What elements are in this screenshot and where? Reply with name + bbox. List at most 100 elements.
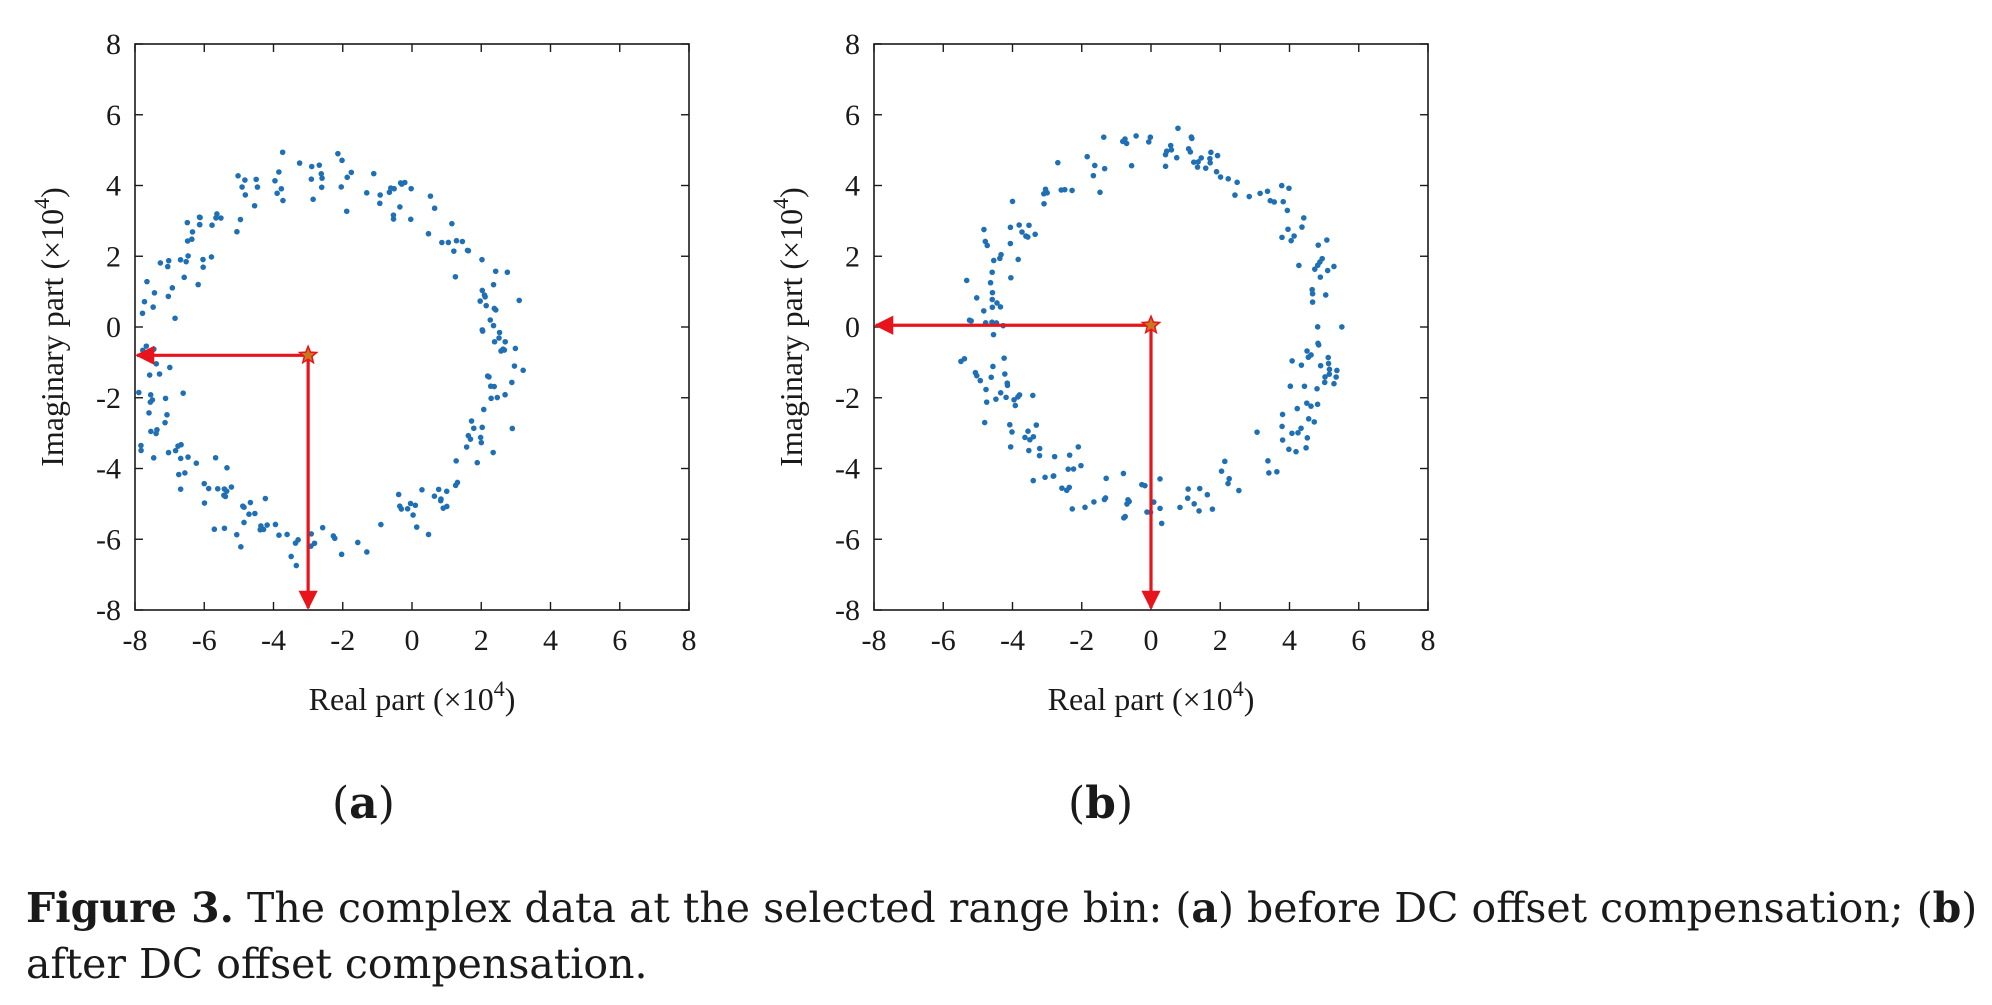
scatter-point-a [516, 297, 523, 304]
scatter-point-b [1026, 222, 1032, 229]
scatter-point-b [989, 269, 995, 276]
scatter-point-a [209, 222, 215, 229]
scatter-point-b [1324, 267, 1331, 274]
scatter-point-a [470, 425, 477, 432]
scatter-point-b [1218, 468, 1225, 474]
scatter-point-b [1196, 508, 1202, 514]
scatter-point-a [483, 302, 489, 309]
scatter-point-b [1133, 133, 1139, 139]
scatter-point-b [1125, 496, 1131, 503]
xlabel-b: Real part (×104) [1048, 676, 1255, 717]
scatter-point-a [509, 379, 515, 386]
ytick-label-a-4: 0 [106, 311, 121, 344]
scatter-point-b [1314, 401, 1321, 408]
scatter-point-b [1016, 222, 1022, 228]
chart-b: -8-8 -6 -6 -4 -4 -2 -2 0 0 2 2 4 4 6 6 8 8 Real part (×10… [768, 28, 1436, 717]
scatter-point-a [335, 150, 341, 157]
scatter-point-b [1304, 348, 1310, 354]
scatter-point-b [1279, 437, 1286, 443]
scatter-point-a [492, 268, 499, 275]
scatter-point-b [989, 319, 995, 326]
xtick-label-b-6: 4 [1282, 624, 1297, 657]
scatter-point-b [1025, 428, 1031, 435]
scatter-point-b [1317, 362, 1324, 369]
xtick-label-b-4: 0 [1144, 624, 1159, 657]
scatter-point-a [234, 228, 240, 235]
scatter-point-b [1325, 360, 1332, 367]
scatter-point-b [1011, 396, 1017, 403]
scatter-point-b [1213, 168, 1220, 175]
scatter-point-a [175, 471, 182, 478]
scatter-point-a [474, 459, 481, 466]
scatter-point-b [1246, 193, 1253, 200]
scatter-point-b [1304, 435, 1311, 441]
scatter-point-b [1030, 392, 1036, 399]
scatter-point-a [153, 361, 160, 367]
scatter-point-b [1319, 255, 1325, 262]
xtick-label-a-2: -4 [261, 624, 286, 657]
scatter-point-b [1009, 429, 1015, 435]
scatter-point-a [182, 470, 188, 476]
scatter-point-a [425, 230, 432, 237]
scatter-point-b [1284, 207, 1291, 214]
scatter-point-b [1326, 371, 1333, 377]
xtick-label-a-8: 8 [682, 624, 697, 657]
scatter-point-b [1120, 470, 1127, 477]
scatter-point-b [1055, 159, 1061, 166]
xtick-label-b-0: -8 [862, 624, 887, 657]
scatter-point-a [479, 327, 486, 333]
scatter-point-b [1163, 148, 1170, 154]
scatter-point-a [502, 391, 508, 398]
scatter-point-b [982, 238, 989, 245]
caption-a: a [1191, 884, 1218, 932]
scatter-point-b [963, 277, 970, 284]
scatter-point-a [224, 465, 230, 471]
scatter-point-a [370, 170, 377, 177]
scatter-point-b [1015, 256, 1021, 263]
scatter-point-b [1184, 495, 1191, 502]
scatter-point-a [162, 395, 169, 402]
ytick-label-a-6: 4 [106, 170, 121, 203]
scatter-point-a [150, 455, 157, 461]
scatter-point-a [308, 163, 315, 170]
scatter-point-b [1070, 466, 1077, 472]
scatter-point-a [151, 346, 157, 352]
scatter-point-b [1305, 416, 1312, 422]
scatter-point-b [1314, 385, 1320, 392]
scatter-point-b [1124, 501, 1130, 507]
scatter-point-a [140, 347, 146, 354]
scatter-point-b [1063, 487, 1070, 494]
scatter-point-a [257, 526, 264, 533]
scatter-point-a [242, 177, 248, 183]
scatter-point-b [1084, 153, 1091, 160]
scatter-point-a [500, 346, 506, 352]
scatter-point-a [193, 460, 200, 466]
scatter-point-a [221, 486, 228, 492]
scatter-point-a [479, 256, 485, 263]
scatter-point-b [1103, 475, 1109, 482]
ylabel-a: Imaginary part (×104) [29, 187, 70, 467]
scatter-point-a [427, 193, 434, 199]
scatter-point-b [989, 289, 996, 296]
scatter-point-b [1175, 125, 1181, 132]
plot-frame-a [134, 43, 690, 611]
scatter-point-a [138, 442, 144, 449]
panel-label-a-letter: a [349, 778, 378, 829]
scatter-point-b [1015, 394, 1021, 400]
scatter-point-a [496, 335, 502, 341]
scatter-point-a [213, 215, 219, 221]
xtick-label-b-7: 6 [1351, 624, 1366, 657]
scatter-point-b [994, 300, 1000, 306]
scatter-point-b [961, 355, 968, 362]
scatter-point-b [1279, 423, 1285, 430]
scatter-point-b [1232, 192, 1238, 198]
chart-a: -8-8 -6 -6 -4 -4 -2 -2 0 0 2 2 4 4 6 6 8 8 Real part (×10… [29, 28, 697, 717]
scatter-point-a [451, 248, 457, 254]
scatter-point-b [1185, 146, 1192, 152]
scatter-point-a [398, 506, 405, 512]
scatter-point-a [228, 484, 235, 490]
scatter-point-a [221, 525, 228, 532]
scatter-point-b [1317, 274, 1324, 280]
scatter-point-a [479, 424, 486, 431]
scatter-point-b [1309, 290, 1316, 297]
